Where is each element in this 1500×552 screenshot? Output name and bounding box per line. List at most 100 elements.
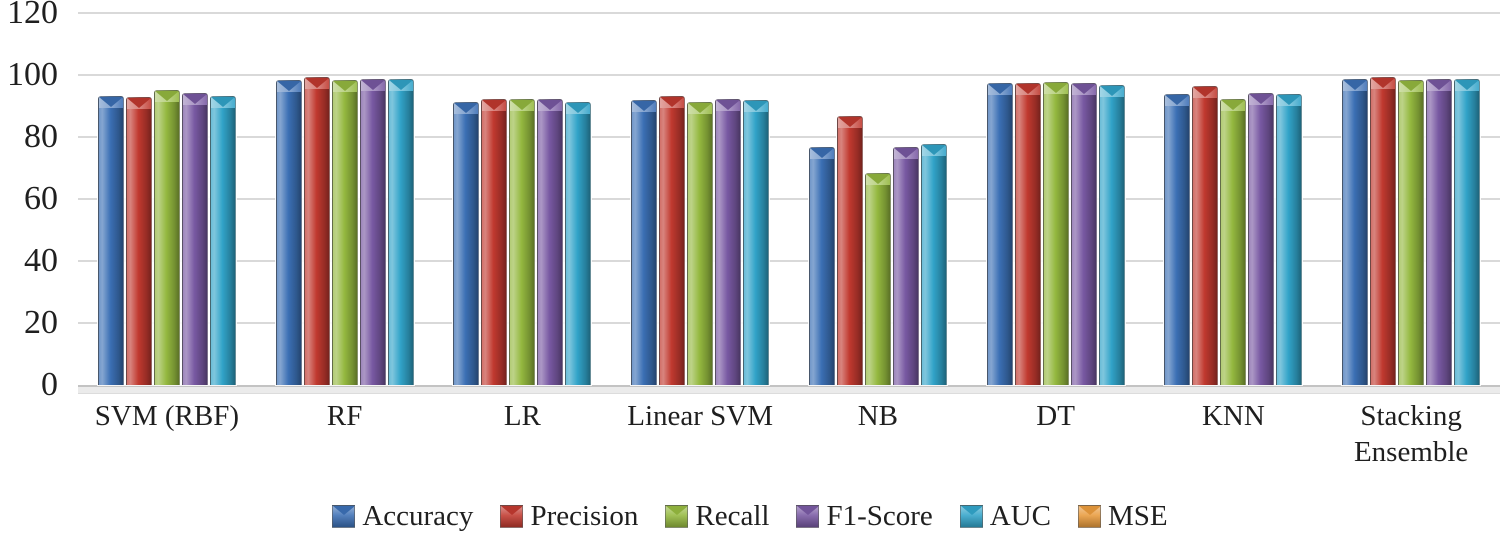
bar-top-cap — [1455, 79, 1480, 91]
bar-top-cap — [276, 81, 301, 93]
plot-area: 0 20 40 60 80 100 120 SVM (RBF) RF LR Linear SVM N… — [7, 0, 1500, 468]
bar-top-cap — [837, 116, 862, 128]
bar-top-cap — [388, 79, 413, 91]
bar-top-notch — [1165, 95, 1190, 106]
bar-accuracy — [1164, 94, 1191, 385]
x-label-linear-svm: Linear SVM — [627, 400, 774, 432]
x-label-lr: LR — [503, 400, 541, 432]
legend-swatch-icon — [959, 504, 983, 528]
bar-group-lr — [434, 98, 612, 385]
bar-top-notch — [837, 116, 862, 127]
y-tick-label-120: 120 — [7, 0, 58, 31]
bar-top-cap — [482, 99, 507, 111]
chart-legend: Accuracy Precision Recall F1-Score AUC MSE — [0, 500, 1500, 532]
bar-auc — [743, 100, 770, 385]
bar-auc — [387, 78, 414, 385]
legend-swatch-icon — [332, 504, 356, 528]
bar-top-notch — [809, 147, 834, 158]
legend-item-auc: AUC — [959, 500, 1052, 532]
legend-label: Recall — [695, 500, 770, 532]
bar-f1-score — [1070, 83, 1097, 385]
bar-top-notch — [688, 102, 713, 113]
bar-top-cap — [893, 147, 918, 159]
bar-precision — [303, 77, 330, 385]
bar-top-cap — [98, 96, 123, 108]
gridline-100 — [78, 74, 1500, 76]
bar-top-cap — [1249, 93, 1274, 105]
bar-top-cap — [360, 79, 385, 91]
bar-precision — [481, 98, 508, 385]
bar-top-cap — [1221, 99, 1246, 111]
bar-top-cap — [865, 174, 890, 186]
bar-top-cap — [1277, 95, 1302, 107]
bar-top-notch — [1071, 84, 1096, 95]
gridline-80 — [78, 136, 1500, 138]
bar-top-cap — [1399, 81, 1424, 93]
bar-group-dt — [967, 81, 1145, 385]
bar-f1-score — [715, 98, 742, 385]
bar-auc — [920, 143, 947, 385]
legend-swatch-icon — [1078, 504, 1102, 528]
bar-recall — [864, 173, 891, 385]
bar-precision — [1192, 86, 1219, 385]
bar-top-notch — [893, 147, 918, 158]
bar-top-notch — [1015, 84, 1040, 95]
x-label-svm-rbf-: SVM (RBF) — [94, 400, 239, 432]
legend-swatch-notch — [333, 505, 355, 515]
legend-item-precision: Precision — [500, 500, 638, 532]
bar-top-cap — [744, 101, 769, 113]
x-label-stacking-ensemble: Stacking Ensemble — [1353, 400, 1469, 468]
bar-top-notch — [388, 79, 413, 90]
bar-top-cap — [538, 99, 563, 111]
bar-recall — [509, 98, 536, 385]
bar-top-cap — [182, 93, 207, 105]
bar-top-cap — [716, 99, 741, 111]
bar-top-notch — [98, 96, 123, 107]
bar-accuracy — [631, 100, 658, 385]
gridline-20 — [78, 322, 1500, 324]
bar-top-notch — [1221, 99, 1246, 110]
bar-top-notch — [510, 99, 535, 110]
legend-swatch-icon — [500, 504, 524, 528]
bar-top-notch — [304, 78, 329, 89]
bar-top-cap — [304, 78, 329, 90]
bar-top-notch — [660, 96, 685, 107]
bar-recall — [331, 80, 358, 385]
x-label-rf: RF — [326, 400, 363, 432]
bar-precision — [659, 95, 686, 385]
gridline-60 — [78, 198, 1500, 200]
bar-top-cap — [332, 81, 357, 93]
bar-auc — [1098, 84, 1125, 385]
legend-item-recall: Recall — [665, 500, 769, 532]
legend-label: Precision — [530, 500, 639, 532]
legend-label: MSE — [1108, 500, 1168, 532]
bar-top-notch — [744, 101, 769, 112]
bar-top-notch — [126, 98, 151, 109]
bar-f1-score — [181, 92, 208, 385]
legend-label: AUC — [989, 500, 1052, 532]
bar-f1-score — [1426, 78, 1453, 385]
bar-recall — [1220, 98, 1247, 385]
bar-top-notch — [154, 90, 179, 101]
bar-accuracy — [986, 83, 1013, 385]
bar-top-notch — [987, 84, 1012, 95]
bar-top-cap — [1099, 85, 1124, 97]
bar-top-notch — [1455, 79, 1480, 90]
x-axis-baseline — [78, 385, 1500, 394]
bar-top-notch — [210, 96, 235, 107]
x-label-knn: KNN — [1201, 400, 1265, 432]
legend-swatch-notch — [666, 505, 688, 515]
bar-group-svm-rbf- — [78, 89, 256, 385]
gridline-120 — [78, 12, 1500, 14]
legend-swatch-notch — [1079, 505, 1101, 515]
bar-top-notch — [632, 101, 657, 112]
bar-top-cap — [126, 98, 151, 110]
bar-f1-score — [359, 78, 386, 385]
bar-top-notch — [865, 174, 890, 185]
bar-top-cap — [1165, 95, 1190, 107]
bar-top-notch — [1277, 95, 1302, 106]
bar-top-cap — [660, 96, 685, 108]
bar-top-cap — [1343, 79, 1368, 91]
bar-top-cap — [154, 90, 179, 102]
